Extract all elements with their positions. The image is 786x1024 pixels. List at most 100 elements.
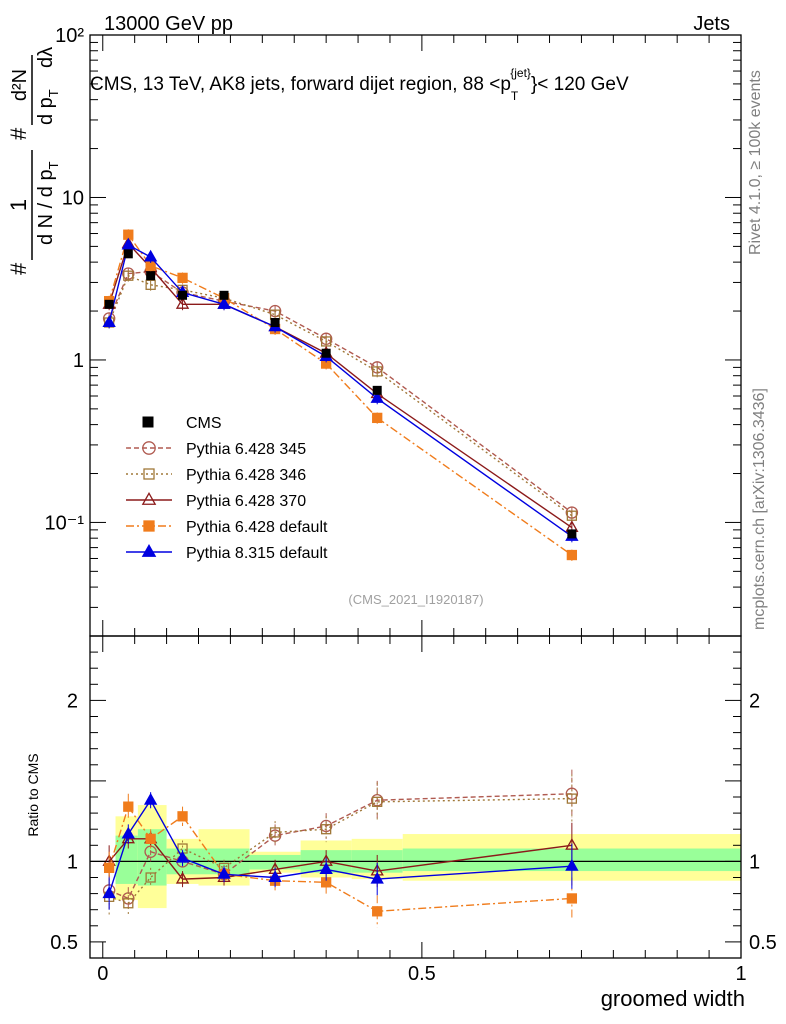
legend-marker-5 (141, 544, 157, 557)
ratio-point-4-6 (319, 862, 333, 874)
legend-label-3: Pythia 6.428 370 (186, 493, 306, 510)
ratio-point-4-5 (268, 870, 282, 882)
ylabel-dlambda: dλ (35, 47, 57, 68)
ylabel-denominator: d N / d pT (35, 161, 61, 245)
data-point-1-2 (145, 279, 156, 290)
ratio-point-1-8 (566, 793, 578, 804)
cms-point-8 (567, 529, 577, 539)
data-point-4-0 (102, 315, 116, 328)
data-point-3-3 (177, 272, 188, 284)
ratio-ylabel: Ratio to CMS (25, 753, 41, 836)
ratio-point-4-2 (143, 792, 158, 805)
legend-marker-1 (142, 441, 156, 455)
ratio-line-1 (108, 797, 572, 905)
ratio-panel: 0 0.5 10.5 0.51 12 2 (50, 635, 777, 985)
plot-title-sub: T (511, 89, 519, 103)
y-tick-label-0: 10⁻¹ (45, 512, 85, 534)
ratio-point-1-5 (269, 827, 281, 838)
ratio-point-3-3 (177, 811, 188, 822)
legend-label-0: CMS (186, 415, 222, 432)
legend-label-4: Pythia 6.428 default (186, 519, 328, 536)
y-tick-label-2: 10 (62, 187, 84, 209)
series-ratio-4 (102, 792, 579, 910)
ratio-point-4-0 (102, 886, 116, 899)
ratio-point-1-6 (320, 824, 332, 835)
ylabel-numerator: 1 (6, 199, 31, 211)
plot-title: CMS, 13 TeV, AK8 jets, forward dijet reg… (90, 66, 629, 103)
ratio-tick-label-right-2: 2 (749, 690, 760, 712)
plot-title-sup: {jet} (510, 66, 531, 80)
data-point-3-7 (372, 412, 383, 424)
ratio-point-3-0 (103, 862, 115, 873)
legend-label-5: Pythia 8.315 default (186, 545, 328, 562)
ylabel-denominator2: d pT (35, 89, 61, 125)
header-right-label: Jets (693, 13, 730, 35)
x-tick-label-0: 0 (97, 963, 108, 985)
ratio-point-4-4 (217, 866, 231, 879)
ratio-tick-label-left-1: 1 (67, 851, 78, 873)
ratio-point-4-1 (121, 826, 135, 839)
series-line-1 (108, 274, 573, 517)
x-tick-label-1: 0.5 (408, 963, 436, 985)
cms-point-3 (178, 290, 188, 300)
ratio-tick-label-left-2: 2 (67, 690, 78, 712)
header-left-label: 13000 GeV pp (104, 13, 233, 35)
data-point-1-8 (566, 510, 578, 521)
ratio-point-1-2 (145, 872, 156, 883)
cms-point-5 (270, 318, 280, 328)
cms-point-1 (123, 249, 133, 259)
ratio-point-3-1 (123, 801, 134, 812)
x-tick-label-2: 1 (735, 963, 746, 985)
data-point-4-7 (370, 391, 384, 403)
plot-title-end: }< 120 GeV (531, 74, 629, 95)
data-point-3-8 (566, 549, 578, 561)
side-label-mcplots: mcplots.cern.ch [arXiv:1306.3436] (751, 388, 768, 630)
data-point-4-1 (121, 237, 135, 250)
data-point-4-2 (143, 249, 158, 262)
legend-marker-cms (142, 416, 154, 428)
series-cms (104, 249, 577, 539)
cms-point-4 (219, 290, 229, 300)
side-label-rivet: Rivet 4.1.0, ≥ 100k events (747, 70, 764, 255)
x-axis-label: groomed width (601, 986, 745, 1011)
ylabel-hash: # (6, 127, 31, 140)
cms-point-0 (104, 299, 114, 309)
ratio-point-4-7 (370, 871, 384, 884)
main-ylabel: # 1 d N / d pT # d²N d pT dλ (6, 47, 61, 275)
data-point-2-3 (175, 297, 190, 309)
data-point-4-4 (217, 297, 231, 309)
main-panel: 10⁻¹ 1 10 10² (45, 25, 742, 958)
series-line-0 (108, 270, 573, 514)
ratio-point-2-3 (175, 871, 190, 884)
ratio-point-4-8 (565, 858, 579, 871)
legend-label-1: Pythia 6.428 345 (186, 441, 306, 458)
cms-point-2 (146, 271, 156, 281)
legend: CMS Pythia 6.428 345 Pythia 6.428 346 Pythi… (126, 415, 328, 562)
ratio-point-0-8 (565, 787, 579, 801)
ratio-point-3-7 (372, 906, 383, 917)
ratio-point-4-3 (175, 850, 190, 863)
ylabel-numerator2: d²N (9, 69, 31, 101)
ratio-tick-label-right-0: 0.5 (749, 932, 777, 954)
plot-title-main: CMS, 13 TeV, AK8 jets, forward dijet reg… (90, 74, 511, 95)
data-point-1-1 (123, 270, 134, 281)
ratio-point-1-7 (372, 796, 383, 807)
legend-marker-3 (141, 492, 157, 505)
y-tick-label-1: 1 (73, 350, 84, 372)
ylabel-lead: # (6, 262, 31, 275)
ratio-tick-label-right-1: 1 (749, 851, 760, 873)
cms-point-7 (372, 385, 382, 395)
ratio-tick-label-left-0: 0.5 (50, 932, 78, 954)
y-tick-label-3: 10² (55, 25, 84, 47)
cms-point-6 (321, 348, 331, 358)
legend-label-2: Pythia 6.428 346 (186, 467, 306, 484)
series-ratio-1 (103, 774, 578, 917)
ratio-point-1-1 (123, 898, 134, 909)
data-point-1-7 (372, 366, 383, 377)
ratio-point-3-2 (145, 833, 156, 845)
legend-marker-4 (143, 520, 155, 532)
analysis-id-label: (CMS_2021_I1920187) (348, 592, 483, 607)
ratio-point-3-8 (566, 893, 578, 904)
legend-marker-2 (143, 468, 155, 480)
